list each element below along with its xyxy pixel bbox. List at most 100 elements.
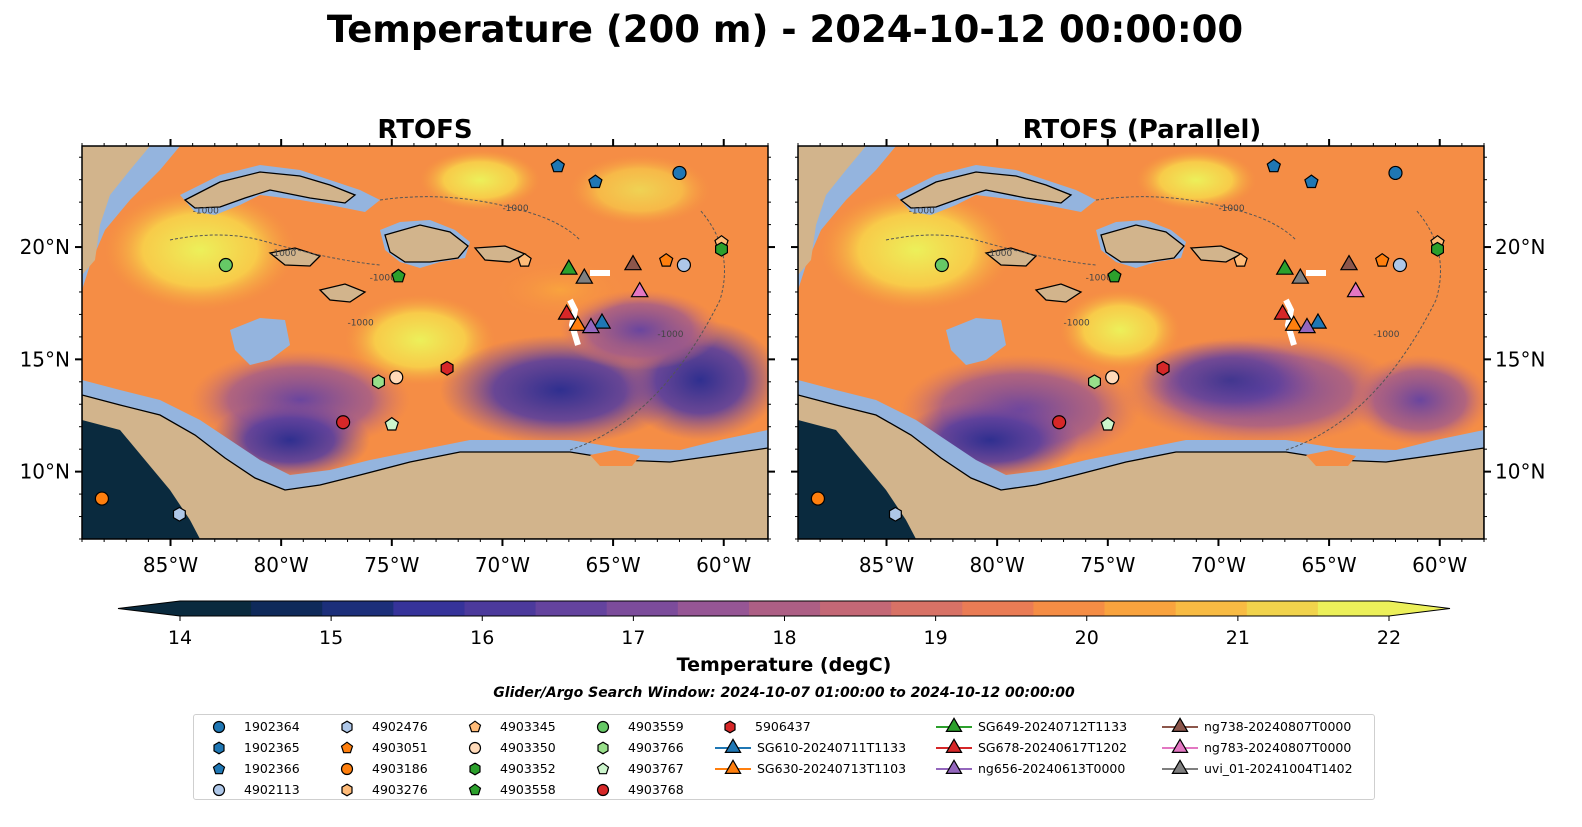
marker-ng738-20240807T0000: [1339, 254, 1359, 271]
contour-label: -1000: [1218, 204, 1244, 214]
legend-swatch: [715, 738, 751, 753]
legend-label: ng783-20240807T0000: [1204, 740, 1352, 755]
legend-label: 4903345: [500, 719, 556, 734]
legend-swatch: [596, 783, 610, 797]
legend-swatch: [1162, 738, 1198, 753]
x-tick-label: 65°W: [1301, 553, 1356, 577]
x-tick-label: 75°W: [364, 553, 419, 577]
legend-label: ng738-20240807T0000: [1204, 719, 1352, 734]
marker-5906437: [1156, 360, 1170, 376]
marker-4903352: [714, 241, 729, 257]
y-tick-label-left: 20°N: [20, 235, 70, 259]
markers: [94, 158, 1445, 522]
x-tick-label: 70°W: [1191, 553, 1246, 577]
legend-marker: [1171, 759, 1189, 774]
legend-swatch: [596, 720, 610, 734]
legend-marker: [212, 762, 226, 775]
marker-SG678-20240617T1202: [557, 303, 576, 320]
legend-label: 4903766: [628, 740, 684, 755]
legend-swatch: [468, 783, 482, 796]
colorbar-segment: [393, 601, 465, 616]
legend-label: 1902364: [244, 719, 300, 734]
legend-label: 1902366: [244, 761, 300, 776]
legend-marker: [724, 738, 742, 753]
colorbar-tick-label: 16: [470, 627, 494, 649]
contour-label: -1000: [909, 206, 935, 216]
marker-4902113: [676, 257, 692, 273]
legend-label: 4903186: [372, 761, 428, 776]
colorbar-extend-high: [1389, 601, 1450, 616]
marker-4903051: [1374, 252, 1390, 267]
legend-marker: [468, 720, 482, 733]
legend-marker: [596, 762, 610, 775]
map-panel-right: [798, 146, 1484, 539]
legend-label: SG630-20240713T1103: [757, 761, 907, 776]
legend-marker: [341, 720, 353, 734]
contour-label: -1000: [1064, 319, 1090, 329]
marker-SG610-20240711T1133: [592, 312, 612, 329]
legend-label: ng656-20240613T0000: [978, 761, 1126, 776]
colorbar-tick-label: 17: [621, 627, 645, 649]
colorbar-segment: [1317, 601, 1390, 616]
colorbar-tick-label: 19: [924, 627, 948, 649]
marker-4902476: [888, 506, 902, 522]
legend-swatch: [1162, 759, 1198, 774]
marker-1902364: [672, 165, 687, 181]
legend-label: 4902113: [244, 782, 300, 797]
contour-label: -1000: [1086, 274, 1112, 284]
legend-marker: [468, 741, 482, 755]
legend-label: 4903768: [628, 782, 684, 797]
legend-label: 4903051: [372, 740, 428, 755]
legend-label: SG649-20240712T1133: [978, 719, 1128, 734]
x-tick-label: 80°W: [254, 553, 309, 577]
x-tick-label: 75°W: [1080, 553, 1135, 577]
legend-swatch: [469, 762, 481, 776]
legend-swatch: [724, 720, 736, 734]
marker-4902476: [172, 506, 186, 522]
legend-label: 4903767: [628, 761, 684, 776]
contour-label: -1000: [370, 274, 396, 284]
search-window-note: Glider/Argo Search Window: 2024-10-07 01…: [493, 685, 1075, 701]
legend-label: uvi_01-20241004T1402: [1204, 761, 1353, 776]
legend-marker: [1171, 717, 1189, 732]
colorbar-tick-label: 18: [772, 627, 796, 649]
colorbar-tick-label: 14: [168, 627, 192, 649]
colorbar-segment: [1175, 601, 1248, 616]
contour-label: -1000: [986, 249, 1012, 259]
colorbar-segment: [820, 601, 892, 616]
legend-label: 1902365: [244, 740, 300, 755]
y-tick-label-right: 20°N: [1495, 235, 1545, 259]
legend-swatch: [1162, 717, 1198, 732]
contour-label: -1000: [502, 204, 528, 214]
colorbar-tick-label: 20: [1075, 627, 1099, 649]
x-tick-label: 70°W: [475, 553, 530, 577]
colorbar-label: Temperature (degC): [677, 654, 892, 676]
legend-label: SG610-20240711T1133: [757, 740, 907, 755]
legend-marker: [1171, 738, 1189, 753]
marker-SG630-20240713T1103: [568, 315, 587, 331]
marker-5906437: [440, 360, 454, 376]
legend-label: 4903350: [500, 740, 556, 755]
axis-ticks: 85°W 80°W 75°W 70°W 65°W 60°W 20°N 15°N 10°N -100…: [20, 139, 1545, 577]
colorbar-segment: [677, 601, 750, 616]
contour-label: -1000: [1373, 330, 1399, 340]
legend-marker: [340, 762, 354, 776]
legend-marker: [724, 759, 742, 774]
y-tick-label-right: 15°N: [1495, 347, 1545, 371]
colorbar-segment: [251, 601, 323, 616]
legend-marker: [212, 720, 226, 734]
legend-marker: [596, 720, 610, 734]
marker-4903559: [218, 257, 233, 273]
colorbar-segment: [606, 601, 679, 616]
legend-swatch: [596, 762, 610, 775]
colorbar-segment: [1246, 601, 1319, 616]
legend-marker: [597, 741, 609, 755]
colorbar-segment: [891, 601, 963, 616]
marker-4903559: [934, 257, 949, 273]
legend-swatch: [341, 720, 353, 734]
legend-swatch: [340, 741, 354, 754]
marker-SG610-20240711T1133: [1308, 312, 1328, 329]
colorbar-segment: [1033, 601, 1106, 616]
marker-ng738-20240807T0000: [623, 254, 643, 271]
